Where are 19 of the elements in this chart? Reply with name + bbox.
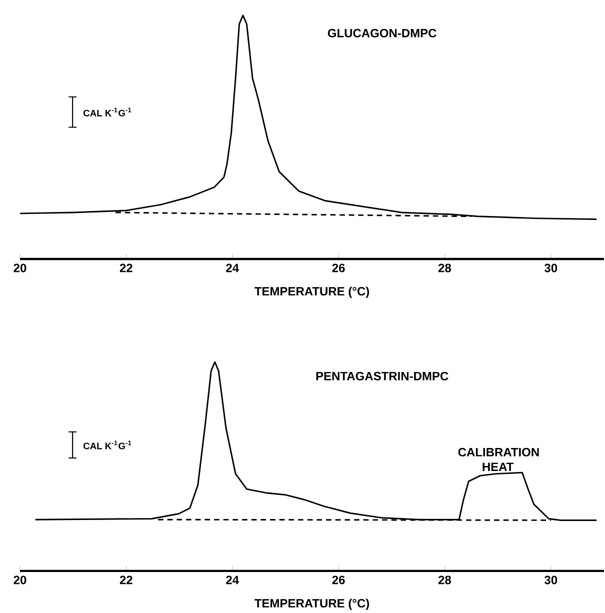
x-tick-label: 22 [120, 264, 132, 272]
x-tick-label: 26 [332, 264, 345, 272]
text: PENTAGASTRIN-DMPC [316, 372, 448, 380]
x-tick-label: 26 [332, 576, 345, 584]
x-tick-label: 20 [14, 264, 26, 272]
x-tick-label: 24 [226, 264, 239, 272]
x-tick-label: 28 [438, 576, 452, 584]
x-tick-label: 28 [438, 264, 452, 272]
x-tick-label: 22 [120, 576, 132, 584]
x-tick-label: 30 [544, 576, 558, 584]
x-tick-label: 30 [544, 264, 558, 272]
annotation: CAL K$^{-1}$G$^{-1}$ [83, 440, 132, 450]
annotation: CALIBRATION HEAT [458, 448, 539, 471]
x-tick-label: 20 [14, 576, 26, 584]
annotation: CAL K$^{-1}$G$^{-1}$ [83, 108, 132, 116]
text: GLUCAGON-DMPC [328, 28, 436, 38]
x-tick-label: 24 [226, 576, 239, 584]
x-axis-title: TEMPERATURE (°C) [254, 286, 370, 298]
x-axis-title: TEMPERATURE (°C) [254, 598, 370, 610]
